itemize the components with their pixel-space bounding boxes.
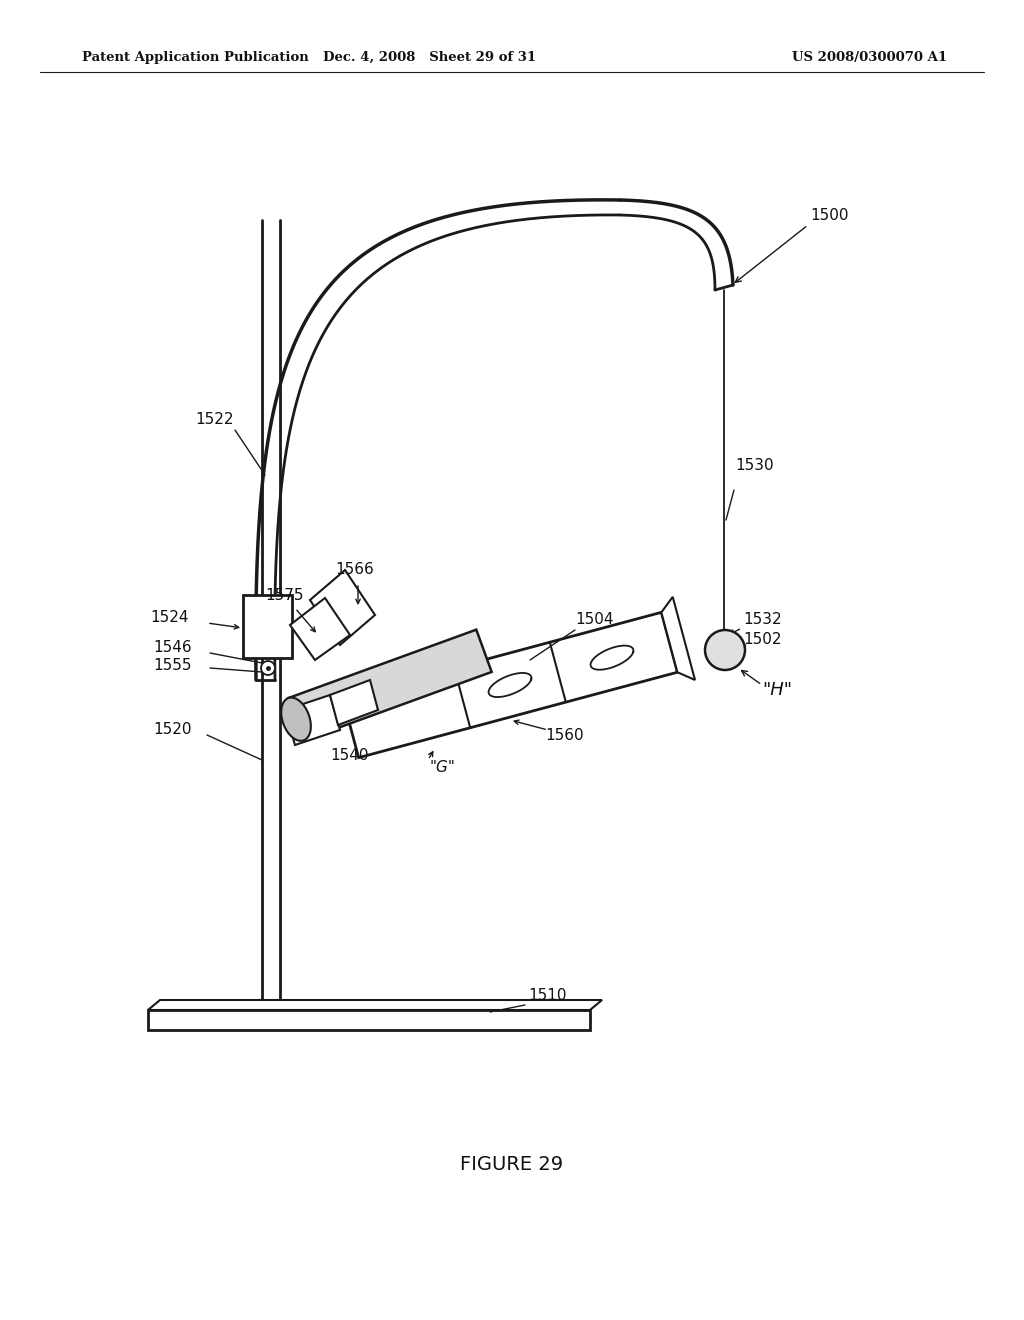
Polygon shape — [330, 680, 378, 725]
Text: FIGURE 29: FIGURE 29 — [461, 1155, 563, 1175]
Polygon shape — [148, 1001, 602, 1010]
Text: "H": "H" — [762, 681, 792, 700]
Polygon shape — [290, 598, 350, 660]
Text: 1522: 1522 — [195, 412, 233, 428]
Text: Dec. 4, 2008   Sheet 29 of 31: Dec. 4, 2008 Sheet 29 of 31 — [324, 50, 537, 63]
Text: 1575: 1575 — [265, 587, 303, 602]
Text: 1504: 1504 — [575, 612, 613, 627]
Text: 1500: 1500 — [810, 207, 849, 223]
Text: "G": "G" — [430, 760, 456, 776]
Polygon shape — [285, 696, 340, 744]
Circle shape — [705, 630, 745, 671]
Polygon shape — [148, 1010, 590, 1030]
Text: 1546: 1546 — [153, 640, 191, 656]
Text: 1540: 1540 — [330, 747, 369, 763]
Text: 1510: 1510 — [528, 987, 566, 1002]
Text: Patent Application Publication: Patent Application Publication — [82, 50, 309, 63]
Text: US 2008/0300070 A1: US 2008/0300070 A1 — [793, 50, 947, 63]
Polygon shape — [343, 612, 678, 758]
Text: 1566: 1566 — [335, 562, 374, 578]
Text: 1560: 1560 — [545, 727, 584, 742]
Text: 1555: 1555 — [153, 657, 191, 672]
Polygon shape — [243, 595, 292, 657]
Polygon shape — [310, 570, 375, 645]
Text: 1530: 1530 — [735, 458, 773, 473]
Polygon shape — [662, 597, 695, 680]
Ellipse shape — [282, 697, 311, 741]
Text: 1502: 1502 — [743, 632, 781, 648]
Text: 1520: 1520 — [153, 722, 191, 738]
Polygon shape — [289, 630, 492, 741]
Circle shape — [261, 661, 275, 675]
Text: 1524: 1524 — [150, 610, 188, 626]
Text: 1532: 1532 — [743, 612, 781, 627]
